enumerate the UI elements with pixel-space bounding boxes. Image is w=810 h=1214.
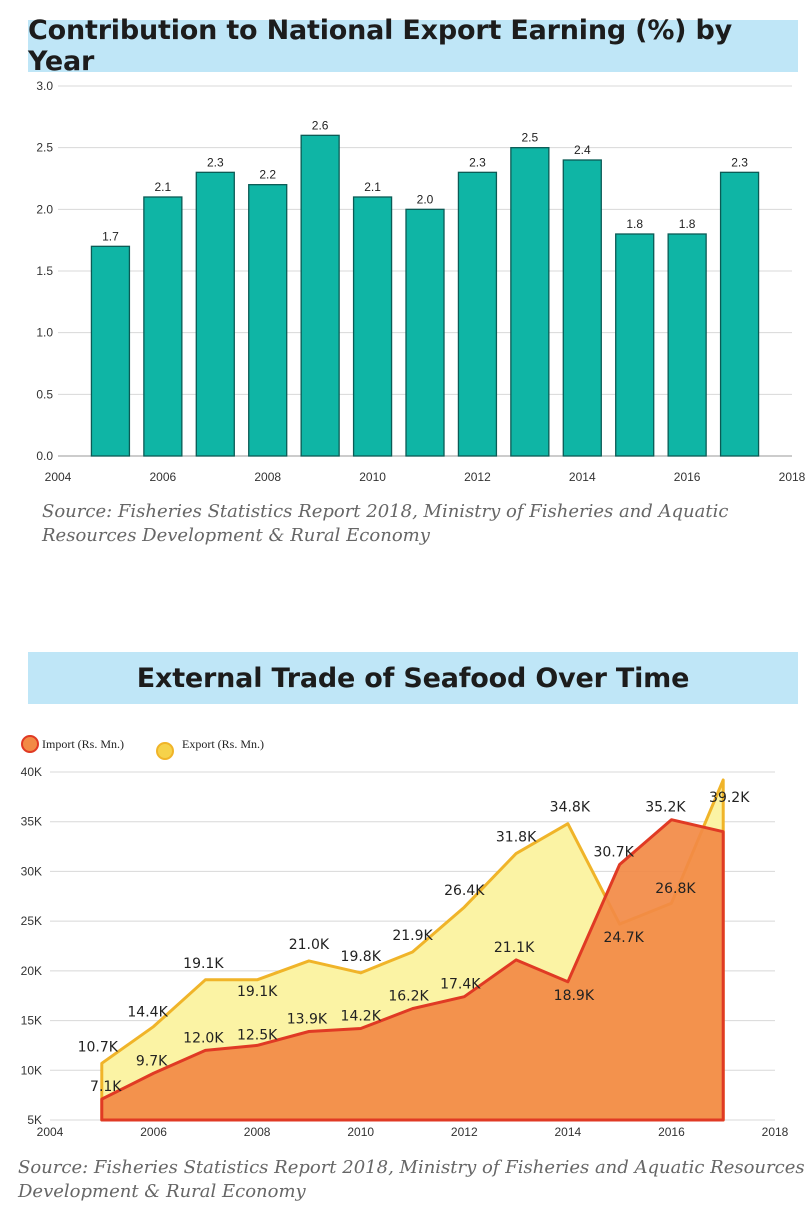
bar-value-label: 1.8 xyxy=(679,217,696,231)
x-tick-label: 2014 xyxy=(569,470,596,484)
bar xyxy=(143,196,183,457)
legend-import-label: Import (Rs. Mn.) xyxy=(42,737,124,751)
y-tick-label: 20K xyxy=(21,964,42,978)
y-tick-label: 3.0 xyxy=(36,79,53,93)
area-chart: 5K 10K 15K 20K 25K 30K 35K 40K 2004 2006 2008 2010 2… xyxy=(21,735,789,1139)
bar xyxy=(562,159,602,457)
import-value-label: 17.4K xyxy=(440,977,481,993)
x-tick-label: 2006 xyxy=(140,1125,167,1139)
import-value-label: 14.2K xyxy=(341,1009,382,1025)
bar-value-label: 2.1 xyxy=(364,180,381,194)
export-value-label: 34.8K xyxy=(550,800,591,816)
bar xyxy=(90,245,131,457)
bar-value-label: 2.0 xyxy=(417,192,434,206)
bar-chart-source: Source: Fisheries Statistics Report 2018… xyxy=(42,501,729,546)
x-tick-label: 2018 xyxy=(762,1125,789,1139)
y-tick-label: 15K xyxy=(21,1014,42,1028)
legend-export-label: Export (Rs. Mn.) xyxy=(182,737,264,751)
export-value-label: 21.9K xyxy=(392,928,433,944)
bar-value-label: 2.3 xyxy=(731,155,748,169)
y-tick-label: 30K xyxy=(21,864,42,878)
export-value-label: 21.0K xyxy=(289,937,330,953)
export-value-label: 39.2K xyxy=(709,790,750,806)
area-chart-title: External Trade of Seafood Over Time xyxy=(136,662,690,694)
y-tick-label: 0.0 xyxy=(36,449,53,463)
bar-chart-title: Contribution to National Export Earning … xyxy=(28,15,733,77)
y-tick-label: 2.0 xyxy=(36,202,53,216)
export-value-label: 26.8K xyxy=(655,881,696,897)
import-area xyxy=(100,818,725,1122)
import-value-label: 12.5K xyxy=(237,1027,278,1043)
x-tick-label: 2012 xyxy=(451,1125,478,1139)
bar-chart: 0.0 0.5 1.0 1.5 2.0 2.5 3.0 2004 2006 2008 2010 201… xyxy=(36,79,805,484)
bar-chart-title-band: Contribution to National Export Earning … xyxy=(28,15,798,77)
bar xyxy=(195,171,235,457)
export-value-label: 14.4K xyxy=(127,1005,168,1021)
y-tick-label: 1.0 xyxy=(36,326,53,340)
export-value-label: 26.4K xyxy=(444,883,485,899)
export-value-label: 10.7K xyxy=(78,1039,119,1055)
legend-export-marker xyxy=(156,742,174,760)
y-tick-label: 0.5 xyxy=(36,387,53,401)
import-value-label: 16.2K xyxy=(388,989,429,1005)
bar-value-label: 1.7 xyxy=(102,229,119,243)
x-tick-label: 2004 xyxy=(45,470,72,484)
y-tick-label: 2.5 xyxy=(36,141,53,155)
export-value-label: 31.8K xyxy=(496,830,537,846)
bar-value-label: 2.4 xyxy=(574,143,591,157)
x-tick-label: 2018 xyxy=(779,470,806,484)
bar xyxy=(352,196,393,457)
import-value-label: 35.2K xyxy=(645,800,686,816)
y-tick-label: 10K xyxy=(21,1063,42,1077)
bar-value-label: 1.8 xyxy=(626,217,643,231)
x-tick-label: 2014 xyxy=(555,1125,582,1139)
x-tick-label: 2010 xyxy=(347,1125,374,1139)
y-tick-label: 5K xyxy=(27,1113,42,1127)
export-value-label: 19.1K xyxy=(183,956,224,972)
area-chart-title-band: External Trade of Seafood Over Time xyxy=(28,652,798,704)
y-tick-label: 1.5 xyxy=(36,264,53,278)
y-tick-label: 40K xyxy=(21,765,42,779)
x-tick-label: 2012 xyxy=(464,470,491,484)
bar-value-label: 2.6 xyxy=(312,118,329,132)
bar-value-label: 2.2 xyxy=(259,168,276,182)
bar xyxy=(300,134,340,457)
bar xyxy=(510,147,550,457)
x-tick-label: 2004 xyxy=(37,1125,64,1139)
bar-value-label: 2.5 xyxy=(522,131,539,145)
bar xyxy=(615,233,655,457)
x-tick-label: 2016 xyxy=(658,1125,685,1139)
y-tick-label: 25K xyxy=(21,914,42,928)
import-value-label: 7.1K xyxy=(90,1079,122,1095)
import-value-label: 30.7K xyxy=(593,844,634,860)
import-value-label: 18.9K xyxy=(554,988,595,1004)
bar-value-label: 2.3 xyxy=(469,155,486,169)
x-tick-label: 2010 xyxy=(359,470,386,484)
bar xyxy=(248,184,288,457)
area-chart-source: Source: Fisheries Statistics Report 2018… xyxy=(18,1157,805,1202)
import-value-label: 13.9K xyxy=(287,1012,328,1028)
x-tick-label: 2006 xyxy=(150,470,177,484)
x-tick-label: 2008 xyxy=(254,470,281,484)
import-value-label: 21.1K xyxy=(494,940,535,956)
export-value-label: 19.1K xyxy=(237,984,278,1000)
export-value-label: 19.8K xyxy=(341,949,382,965)
export-value-label: 24.7K xyxy=(603,930,644,946)
import-value-label: 12.0K xyxy=(183,1030,224,1046)
bar xyxy=(719,171,760,457)
x-tick-label: 2008 xyxy=(244,1125,271,1139)
x-tick-label: 2016 xyxy=(674,470,701,484)
bar xyxy=(405,208,445,457)
bar xyxy=(457,171,498,457)
import-value-label: 9.7K xyxy=(136,1053,168,1069)
legend-import-marker xyxy=(21,735,39,753)
bar xyxy=(667,233,707,457)
y-tick-label: 35K xyxy=(21,815,42,829)
bar-value-label: 2.3 xyxy=(207,155,224,169)
bar-value-label: 2.1 xyxy=(155,180,172,194)
